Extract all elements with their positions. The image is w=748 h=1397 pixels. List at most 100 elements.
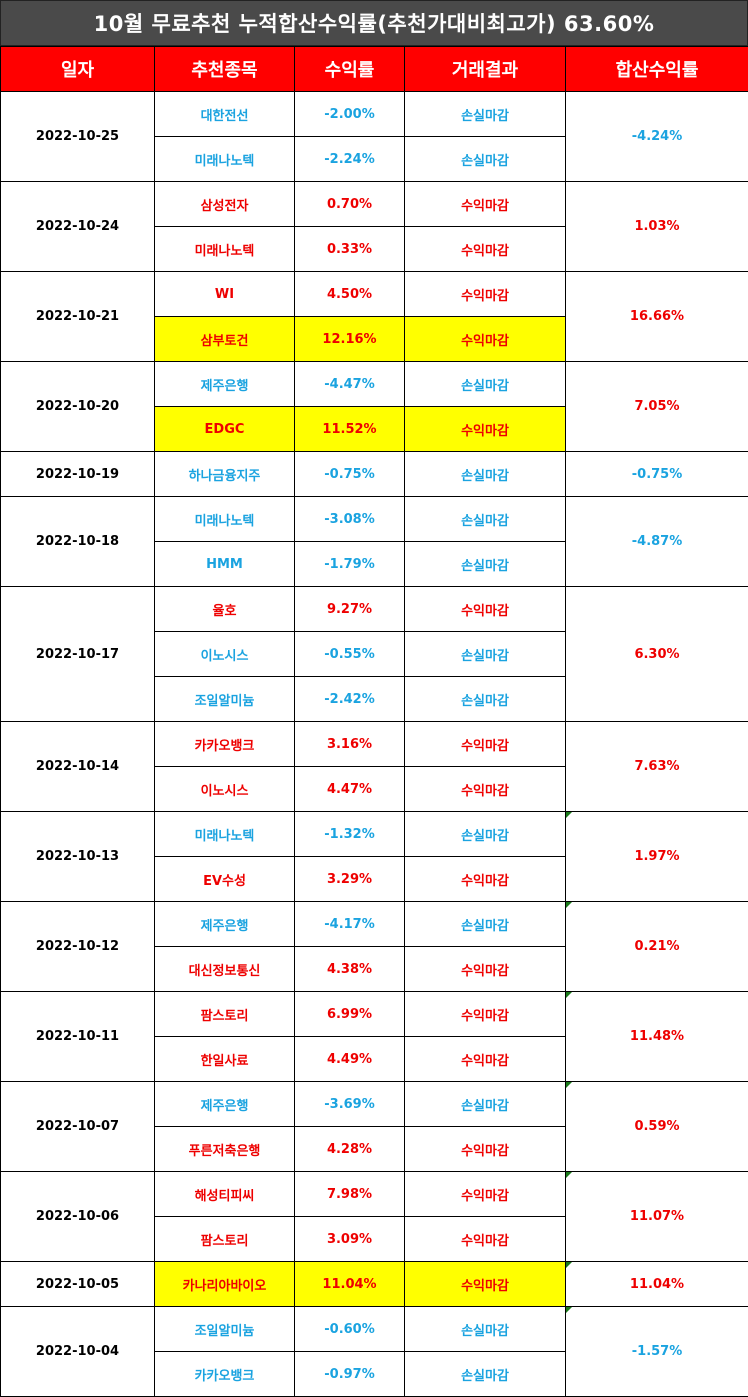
return-rate-cell: -0.97% — [295, 1352, 405, 1397]
return-rate-cell: 12.16% — [295, 317, 405, 362]
return-rate-cell: 7.98% — [295, 1172, 405, 1217]
return-rate-cell: -3.08% — [295, 497, 405, 542]
header-stock: 추천종목 — [155, 47, 295, 92]
stock-name-cell: 조일알미늄 — [155, 1307, 295, 1352]
return-rate-cell: -4.47% — [295, 362, 405, 407]
return-rate-cell: 4.28% — [295, 1127, 405, 1172]
return-rate-cell: -2.42% — [295, 677, 405, 722]
trade-result-cell: 수익마감 — [405, 1217, 566, 1262]
combined-return-value: 1.97% — [634, 849, 679, 864]
combined-return-cell: 0.21% — [566, 902, 748, 992]
trade-result-cell: 수익마감 — [405, 992, 566, 1037]
combined-return-value: 0.21% — [634, 939, 679, 954]
return-rate-cell: -3.69% — [295, 1082, 405, 1127]
stock-name-cell: 카나리아바이오 — [155, 1262, 295, 1307]
stock-name-cell: 하나금융지주 — [155, 452, 295, 497]
trade-result-cell: 손실마감 — [405, 362, 566, 407]
stock-name-cell: 카카오뱅크 — [155, 1352, 295, 1397]
trade-result-cell: 손실마감 — [405, 1082, 566, 1127]
combined-return-cell: -0.75% — [566, 452, 748, 497]
trade-result-cell: 손실마감 — [405, 92, 566, 137]
stock-name-cell: 삼성전자 — [155, 182, 295, 227]
date-cell: 2022-10-25 — [1, 92, 155, 182]
trade-result-cell: 수익마감 — [405, 317, 566, 362]
combined-return-cell: 0.59% — [566, 1082, 748, 1172]
combined-return-cell: -4.87% — [566, 497, 748, 587]
combined-return-cell: 11.04% — [566, 1262, 748, 1307]
comment-marker-icon — [566, 1082, 572, 1088]
trade-result-cell: 손실마감 — [405, 1352, 566, 1397]
trade-result-cell: 손실마감 — [405, 1307, 566, 1352]
return-rate-cell: -2.24% — [295, 137, 405, 182]
trade-result-cell: 수익마감 — [405, 1127, 566, 1172]
trade-result-cell: 수익마감 — [405, 182, 566, 227]
return-rate-cell: -1.79% — [295, 542, 405, 587]
stock-name-cell: EV수성 — [155, 857, 295, 902]
stock-name-cell: 팜스토리 — [155, 1217, 295, 1262]
combined-return-value: 6.30% — [634, 647, 679, 662]
trade-result-cell: 손실마감 — [405, 497, 566, 542]
stock-name-cell: 카카오뱅크 — [155, 722, 295, 767]
combined-return-value: -4.24% — [632, 129, 683, 144]
date-cell: 2022-10-13 — [1, 812, 155, 902]
combined-return-cell: 16.66% — [566, 272, 748, 362]
combined-return-value: 11.48% — [630, 1029, 684, 1044]
date-cell: 2022-10-12 — [1, 902, 155, 992]
stock-name-cell: 미래나노텍 — [155, 227, 295, 272]
comment-marker-icon — [566, 902, 572, 908]
stock-name-cell: 삼부토건 — [155, 317, 295, 362]
return-rate-cell: 0.70% — [295, 182, 405, 227]
combined-return-cell: -1.57% — [566, 1307, 748, 1397]
stock-name-cell: HMM — [155, 542, 295, 587]
return-rate-cell: 4.50% — [295, 272, 405, 317]
comment-marker-icon — [566, 1262, 572, 1268]
return-rate-cell: 9.27% — [295, 587, 405, 632]
return-rate-cell: 4.49% — [295, 1037, 405, 1082]
stock-name-cell: 푸른저축은행 — [155, 1127, 295, 1172]
date-cell: 2022-10-11 — [1, 992, 155, 1082]
stock-name-cell: 제주은행 — [155, 1082, 295, 1127]
trade-result-cell: 수익마감 — [405, 1037, 566, 1082]
trade-result-cell: 수익마감 — [405, 227, 566, 272]
trade-result-cell: 손실마감 — [405, 902, 566, 947]
combined-return-cell: 6.30% — [566, 587, 748, 722]
trade-result-cell: 수익마감 — [405, 272, 566, 317]
trade-result-cell: 수익마감 — [405, 857, 566, 902]
return-rate-cell: 3.29% — [295, 857, 405, 902]
date-cell: 2022-10-19 — [1, 452, 155, 497]
page-title: 10월 무료추천 누적합산수익률(추천가대비최고가) 63.60% — [0, 0, 748, 46]
combined-return-value: 1.03% — [634, 219, 679, 234]
combined-return-cell: 7.05% — [566, 362, 748, 452]
trade-result-cell: 수익마감 — [405, 767, 566, 812]
stock-name-cell: WI — [155, 272, 295, 317]
trade-result-cell: 수익마감 — [405, 407, 566, 452]
trade-result-cell: 수익마감 — [405, 1262, 566, 1307]
date-cell: 2022-10-20 — [1, 362, 155, 452]
return-rate-cell: 6.99% — [295, 992, 405, 1037]
date-cell: 2022-10-14 — [1, 722, 155, 812]
combined-return-value: -0.75% — [632, 467, 683, 482]
combined-return-cell: 11.48% — [566, 992, 748, 1082]
trade-result-cell: 손실마감 — [405, 677, 566, 722]
comment-marker-icon — [566, 812, 572, 818]
return-rate-cell: 0.33% — [295, 227, 405, 272]
combined-return-value: 16.66% — [630, 309, 684, 324]
stock-name-cell: 제주은행 — [155, 902, 295, 947]
trade-result-cell: 손실마감 — [405, 632, 566, 677]
return-rate-cell: -2.00% — [295, 92, 405, 137]
return-rate-cell: 4.38% — [295, 947, 405, 992]
combined-return-value: 7.63% — [634, 759, 679, 774]
date-cell: 2022-10-18 — [1, 497, 155, 587]
combined-return-cell: -4.24% — [566, 92, 748, 182]
date-cell: 2022-10-06 — [1, 1172, 155, 1262]
combined-return-value: 11.04% — [630, 1277, 684, 1292]
stock-name-cell: 팜스토리 — [155, 992, 295, 1037]
